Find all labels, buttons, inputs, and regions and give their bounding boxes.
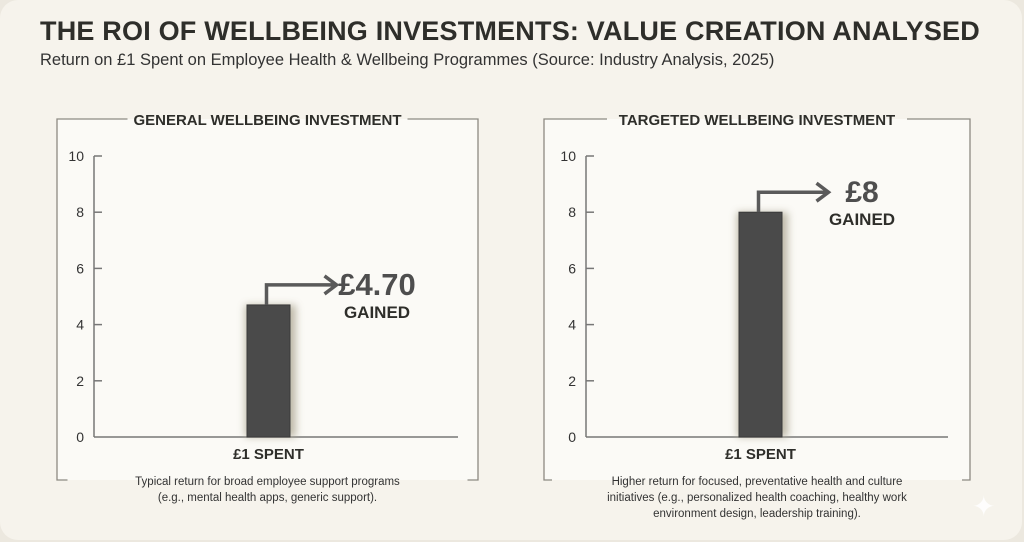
y-tick-label: 0 bbox=[568, 429, 576, 445]
y-tick-label: 8 bbox=[76, 204, 84, 220]
y-tick-label: 2 bbox=[76, 373, 84, 389]
x-category-label: £1 SPENT bbox=[725, 446, 796, 463]
value-annotation: £4.70 bbox=[338, 267, 416, 302]
annotation-label: GAINED bbox=[344, 303, 410, 322]
annotation-label: GAINED bbox=[829, 210, 895, 229]
bar bbox=[738, 211, 783, 438]
caption-line: Typical return for broad employee suppor… bbox=[135, 476, 400, 488]
caption-line: initiatives (e.g., personalized health c… bbox=[607, 492, 907, 504]
panel-frame bbox=[543, 118, 971, 481]
caption-line: (e.g., mental health apps, generic suppo… bbox=[158, 492, 377, 504]
arrow-icon bbox=[756, 181, 832, 213]
y-tick-label: 10 bbox=[560, 148, 576, 164]
arrow-icon bbox=[264, 274, 340, 305]
y-tick-label: 6 bbox=[568, 260, 576, 276]
y-tick-label: 4 bbox=[76, 317, 84, 333]
chart-panel-general: GENERAL WELLBEING INVESTMENT 0 2 4 6 8 10 £1 SP… bbox=[56, 112, 479, 504]
panel-frame bbox=[56, 118, 479, 481]
caption-line: environment design, leadership training)… bbox=[653, 508, 861, 520]
chart-title: GENERAL WELLBEING INVESTMENT bbox=[133, 112, 401, 129]
y-tick-label: 2 bbox=[568, 373, 576, 389]
page-title: THE ROI OF WELLBEING INVESTMENTS: VALUE … bbox=[40, 16, 980, 46]
bar bbox=[246, 304, 291, 438]
caption-line: Higher return for focused, preventative … bbox=[612, 476, 903, 488]
y-tick-label: 0 bbox=[76, 429, 84, 445]
y-tick-label: 10 bbox=[68, 148, 84, 164]
chart-title: TARGETED WELLBEING INVESTMENT bbox=[619, 112, 895, 129]
y-tick-label: 4 bbox=[568, 317, 576, 333]
y-tick-label: 6 bbox=[76, 260, 84, 276]
chart-panel-targeted: TARGETED WELLBEING INVESTMENT 0 2 4 6 8 10 £1 S… bbox=[543, 112, 971, 520]
sparkle-icon: ✦ bbox=[972, 491, 996, 522]
page-subtitle: Return on £1 Spent on Employee Health & … bbox=[40, 51, 775, 69]
value-annotation: £8 bbox=[845, 176, 878, 209]
y-tick-label: 8 bbox=[568, 204, 576, 220]
x-category-label: £1 SPENT bbox=[233, 446, 304, 463]
